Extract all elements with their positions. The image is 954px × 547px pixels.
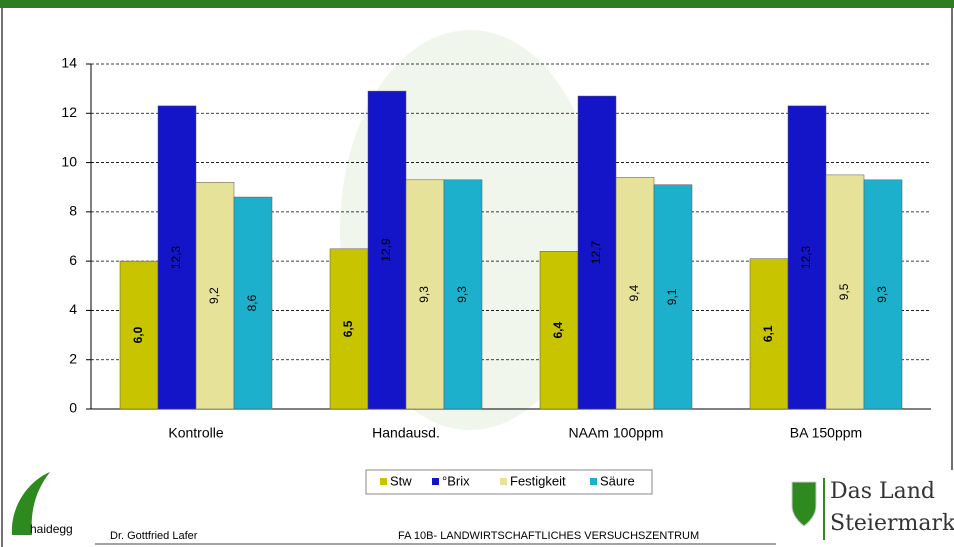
legend-label: Festigkeit [510,473,566,488]
legend-swatch [380,478,387,485]
legend-label: Stw [390,473,412,488]
x-tick-label: BA 150ppm [790,425,862,441]
value-label: 9,4 [627,285,641,302]
value-label: 9,3 [417,286,431,303]
x-tick-label: Kontrolle [168,425,223,441]
y-tick-label: 6 [69,252,77,268]
y-tick-label: 2 [69,350,77,366]
logo-right-line2: Steiermark [830,511,954,536]
value-label: 6,4 [551,321,565,338]
value-label: 9,1 [665,288,679,305]
y-tick-label: 14 [61,55,77,71]
y-tick-label: 0 [69,400,77,416]
bar [405,179,445,410]
bar [367,90,407,410]
legend-swatch [590,478,597,485]
value-label: 9,5 [837,283,851,300]
bar [233,196,273,410]
bar [119,260,159,410]
value-label: 6,1 [761,325,775,342]
legend-label: Säure [600,473,635,488]
coat-of-arms [791,481,817,527]
value-label: 9,3 [455,286,469,303]
author: Dr. Gottfried Lafer [110,530,198,542]
logo-left-leaf [11,472,50,535]
legend-box [365,469,653,495]
value-label: 12,7 [589,241,603,265]
bar [863,179,903,410]
value-label: 6,0 [131,326,145,343]
logo-left-text: haidegg [30,522,73,536]
top-bar [0,0,954,8]
y-tick-label: 12 [61,104,77,120]
bar [157,105,197,410]
value-label: 9,3 [875,286,889,303]
bar [195,182,235,410]
bar [539,251,579,410]
y-tick-label: 10 [61,153,77,169]
bar [749,258,789,410]
bar [329,248,369,410]
logo-right-line1: Das Land [830,479,935,504]
value-label: 12,3 [169,245,183,269]
value-label: 12,3 [799,245,813,269]
bar [653,184,693,410]
institution: FA 10B- LANDWIRTSCHAFTLICHES VERSUCHSZEN… [398,530,699,542]
x-tick-label: NAAm 100ppm [569,425,664,441]
bar [825,174,865,410]
legend-label: °Brix [442,473,470,488]
value-label: 9,2 [207,287,221,304]
value-label: 12,9 [379,238,393,262]
x-tick-label: Handausd. [372,425,440,441]
bar [443,179,483,410]
value-label: 6,5 [341,320,355,337]
legend-swatch [500,478,507,485]
y-tick-label: 8 [69,203,77,219]
legend-swatch [432,478,439,485]
y-tick-label: 4 [69,301,77,317]
value-label: 8,6 [245,294,259,311]
